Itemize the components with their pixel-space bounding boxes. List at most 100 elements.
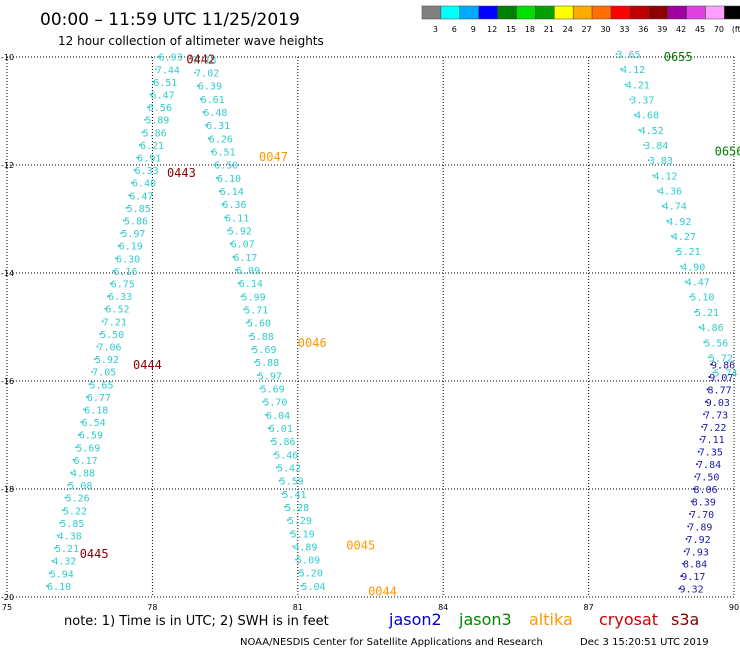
wave-height-value: 7.21 [103, 317, 127, 328]
wave-height-value: 4.88 [71, 469, 95, 480]
track-point [202, 111, 205, 114]
wave-height-value: 9.86 [711, 361, 735, 372]
wave-height-value: 6.18 [84, 406, 108, 417]
track-point [286, 519, 289, 522]
wave-height-value: 5.46 [274, 450, 298, 461]
wave-height-value: 4.86 [700, 323, 724, 334]
wave-height-value: 7.92 [687, 535, 711, 546]
wave-height-value: 5.71 [244, 305, 268, 316]
track-point [125, 206, 128, 209]
track-point [99, 332, 102, 335]
track-point [265, 413, 268, 416]
legend-swatch [516, 5, 536, 20]
wave-height-value: 5.69 [261, 384, 285, 395]
track-point [123, 219, 126, 222]
pass-labels: 0442 0047 0443 0046 0444 0445 0045 0044 0655 0656 [80, 50, 740, 599]
wave-height-value: 7.06 [97, 343, 121, 354]
wave-height-value: 4.90 [681, 262, 705, 273]
track-point [229, 242, 232, 245]
track-point [710, 363, 713, 366]
track-point [235, 269, 238, 271]
track-point [297, 571, 300, 574]
wave-height-value: 4.38 [58, 532, 82, 543]
track-point [289, 532, 292, 535]
track-point [256, 374, 259, 377]
track-point [83, 408, 86, 411]
wave-height-value: 4.92 [667, 217, 691, 228]
wave-height-value: 6.21 [140, 141, 164, 152]
track-point [684, 280, 687, 283]
legend-label: 27 [582, 25, 592, 34]
legend-label: 33 [619, 25, 629, 34]
legend-label: 21 [544, 25, 554, 34]
wave-height-value: 5.69 [252, 345, 276, 356]
track-point [300, 584, 303, 587]
track-point [657, 189, 660, 192]
track-point [149, 93, 152, 96]
track-point [620, 68, 623, 71]
wave-height-value: 5.85 [127, 204, 151, 215]
wave-height-value: 6.01 [269, 424, 293, 435]
wave-height-value: 7.73 [704, 410, 728, 421]
wave-height-value: 7.84 [697, 460, 721, 471]
satellite-name: s3a [671, 610, 699, 629]
legend-swatch [421, 5, 442, 20]
plot-grid [6, 56, 735, 598]
wave-height-value: 6.40 [132, 179, 156, 190]
track-point [251, 347, 254, 350]
axis-ticks: 75 78 81 84 87 90 -10 -12 -14 -16 -18 -20 [1, 53, 739, 612]
x-tick-label: 84 [438, 603, 448, 612]
y-tick-label: -10 [1, 53, 14, 62]
legend-label: 12 [487, 25, 497, 34]
wave-height-value: 6.51 [212, 148, 236, 159]
wave-height-value: 5.56 [704, 338, 728, 349]
legend-swatch [440, 5, 461, 20]
wave-height-value: 5.97 [258, 371, 282, 382]
legend-swatch [724, 5, 740, 20]
legend-label: 70 [714, 25, 724, 34]
track-point [240, 295, 243, 298]
track-point [91, 370, 94, 373]
legend-swatch [459, 5, 479, 20]
track-point [661, 204, 664, 207]
wave-height-value: 8.77 [708, 385, 732, 396]
wave-height-value: 7.70 [690, 510, 714, 521]
wave-height-value: 6.14 [220, 187, 244, 198]
track-point [133, 169, 136, 172]
track-point [146, 106, 149, 109]
wave-height-value: 5.26 [66, 494, 90, 505]
wave-height-value: 5.29 [288, 516, 312, 527]
wave-height-value: 5.59 [280, 477, 304, 488]
track-point [707, 356, 710, 359]
wave-height-value: 5.92 [95, 355, 119, 366]
wave-height-value: 6.09 [236, 266, 260, 277]
track-point [117, 244, 120, 247]
wave-height-value: 6.07 [231, 240, 255, 251]
wave-height-value: 5.86 [272, 437, 296, 448]
track-point [690, 500, 693, 503]
wave-height-value: 7.11 [701, 435, 725, 446]
wave-height-value: 5.86 [124, 217, 148, 228]
track-point [107, 295, 110, 298]
wave-height-value: 5.69 [76, 443, 100, 454]
wave-height-value: 6.93 [159, 53, 183, 64]
track-point [629, 98, 632, 101]
legend-label: 36 [638, 25, 648, 34]
wave-height-value: 4.12 [621, 65, 645, 76]
wave-height-value: 7.22 [702, 423, 726, 434]
track-point [284, 505, 287, 508]
wave-height-value: 5.92 [228, 227, 252, 238]
track-point [56, 534, 59, 537]
wave-height-value: 5.65 [90, 380, 114, 391]
wave-height-value: 7.44 [156, 65, 180, 76]
wave-height-value: 5.20 [299, 569, 323, 580]
legend-label: 15 [506, 25, 516, 34]
track-point [205, 124, 208, 127]
track-point [96, 345, 99, 348]
track-point [643, 144, 646, 147]
wave-height-value: 6.91 [137, 154, 161, 165]
wave-height-value: 5.86 [143, 128, 167, 139]
track-point [75, 446, 78, 449]
wave-height-value: 6.31 [206, 121, 230, 132]
